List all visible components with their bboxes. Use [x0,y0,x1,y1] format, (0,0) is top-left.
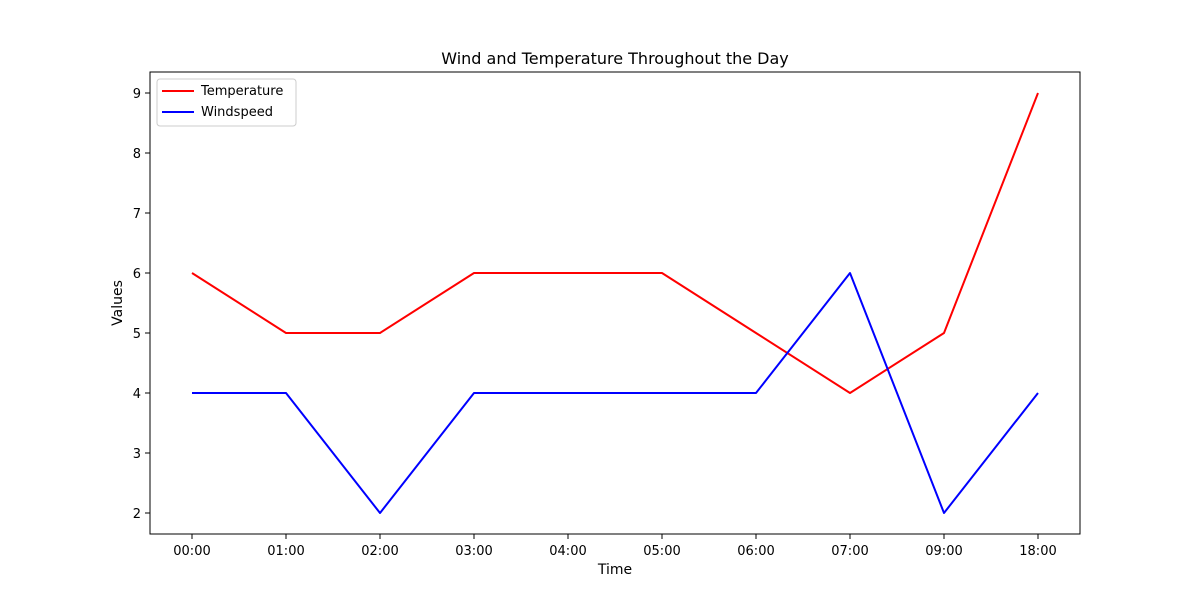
x-tick-label: 04:00 [549,544,586,559]
y-tick-label: 8 [133,147,141,162]
y-tick-label: 5 [133,327,141,342]
x-tick-label: 01:00 [267,544,304,559]
series-line-windspeed [192,272,1039,514]
x-tick-label: 07:00 [831,544,868,559]
x-tick-label: 02:00 [361,544,398,559]
y-tick-label: 4 [133,387,141,402]
y-tick-label: 9 [133,87,141,102]
series-line-temperature [191,92,1039,394]
x-axis: 00:00 01:00 02:00 03:00 04:00 05:00 06:00 07:00… [173,534,1057,559]
legend-windspeed-label: Windspeed [201,105,273,120]
y-tick-label: 7 [133,207,141,222]
x-tick-label: 06:00 [737,544,774,559]
x-tick-label: 03:00 [455,544,492,559]
y-axis: 2 3 4 5 6 7 8 9 [133,87,150,522]
legend: Temperature Windspeed [156,78,297,127]
y-axis-label: Values [110,280,126,326]
y-tick-label: 6 [133,267,141,282]
series-layer [191,92,1039,514]
y-tick-label: 3 [133,447,141,462]
y-tick-label: 2 [133,507,141,522]
x-axis-label: Time [597,562,632,578]
chart-title: Wind and Temperature Throughout the Day [441,49,789,68]
x-tick-label: 09:00 [925,544,962,559]
legend-temperature-label: Temperature [200,84,283,99]
x-tick-label: 05:00 [643,544,680,559]
x-tick-label: 18:00 [1019,544,1056,559]
plot-area [149,71,1081,535]
x-tick-label: 00:00 [173,544,210,559]
